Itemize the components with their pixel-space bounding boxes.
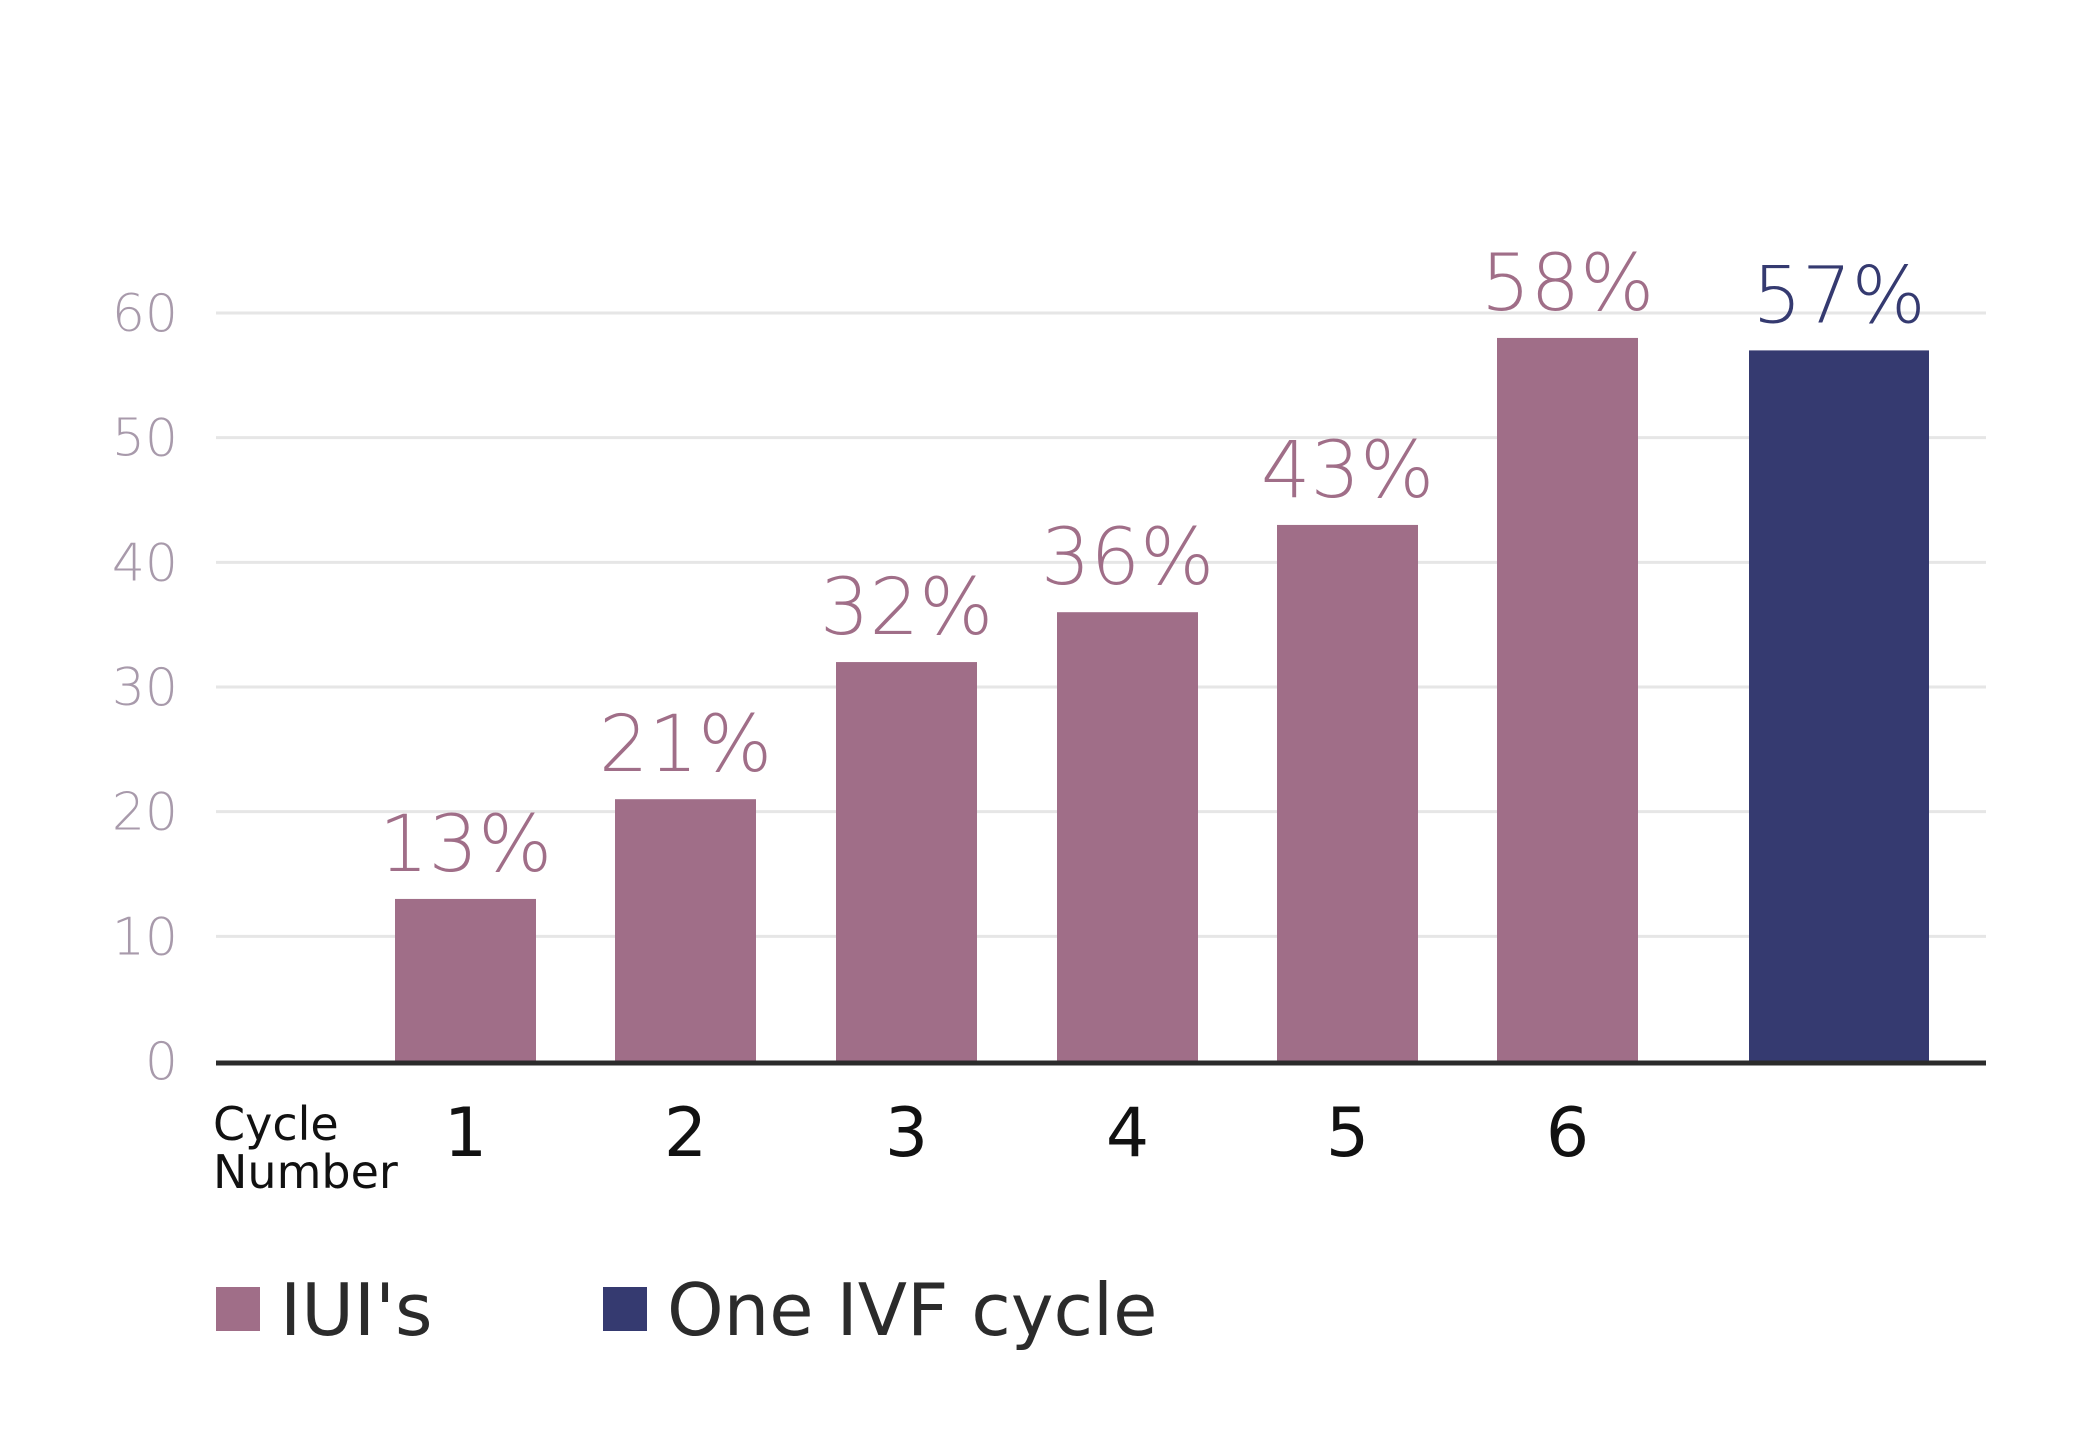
x-tick-label: 1 [444, 1094, 487, 1173]
legend-swatch [603, 1287, 647, 1331]
x-tick-label: 6 [1546, 1094, 1589, 1173]
y-tick-label: 20 [112, 783, 178, 843]
x-tick-label: 3 [885, 1094, 928, 1173]
bar [395, 898, 536, 1061]
bar [1497, 337, 1638, 1061]
bar-value-label: 32% [820, 563, 993, 653]
bar [1277, 524, 1418, 1061]
legend-swatch [216, 1287, 260, 1331]
x-tick-label: 5 [1326, 1094, 1369, 1173]
bar-value-label: 36% [1041, 513, 1214, 603]
bar [836, 662, 977, 1061]
bar [1749, 350, 1929, 1061]
bar-value-label: 57% [1752, 251, 1925, 341]
legend-label: One IVF cycle [667, 1268, 1157, 1352]
bar [1057, 612, 1198, 1061]
x-axis-title: Cycle [213, 1097, 339, 1151]
y-tick-label: 10 [112, 907, 178, 967]
x-axis-title: Number [213, 1145, 398, 1199]
y-tick-label: 60 [112, 284, 178, 344]
y-tick-label: 50 [112, 409, 178, 469]
y-tick-label: 40 [112, 533, 178, 593]
bar-value-label: 21% [599, 700, 772, 790]
y-tick-label: 30 [112, 658, 178, 718]
bar-value-label: 13% [379, 800, 552, 890]
x-tick-label: 2 [664, 1094, 707, 1173]
x-tick-label: 4 [1106, 1094, 1149, 1173]
legend-label: IUI's [280, 1268, 432, 1352]
bar-value-label: 58% [1481, 239, 1654, 329]
bar-value-label: 43% [1261, 426, 1434, 516]
bar [615, 799, 756, 1061]
y-tick-label: 0 [145, 1032, 178, 1092]
